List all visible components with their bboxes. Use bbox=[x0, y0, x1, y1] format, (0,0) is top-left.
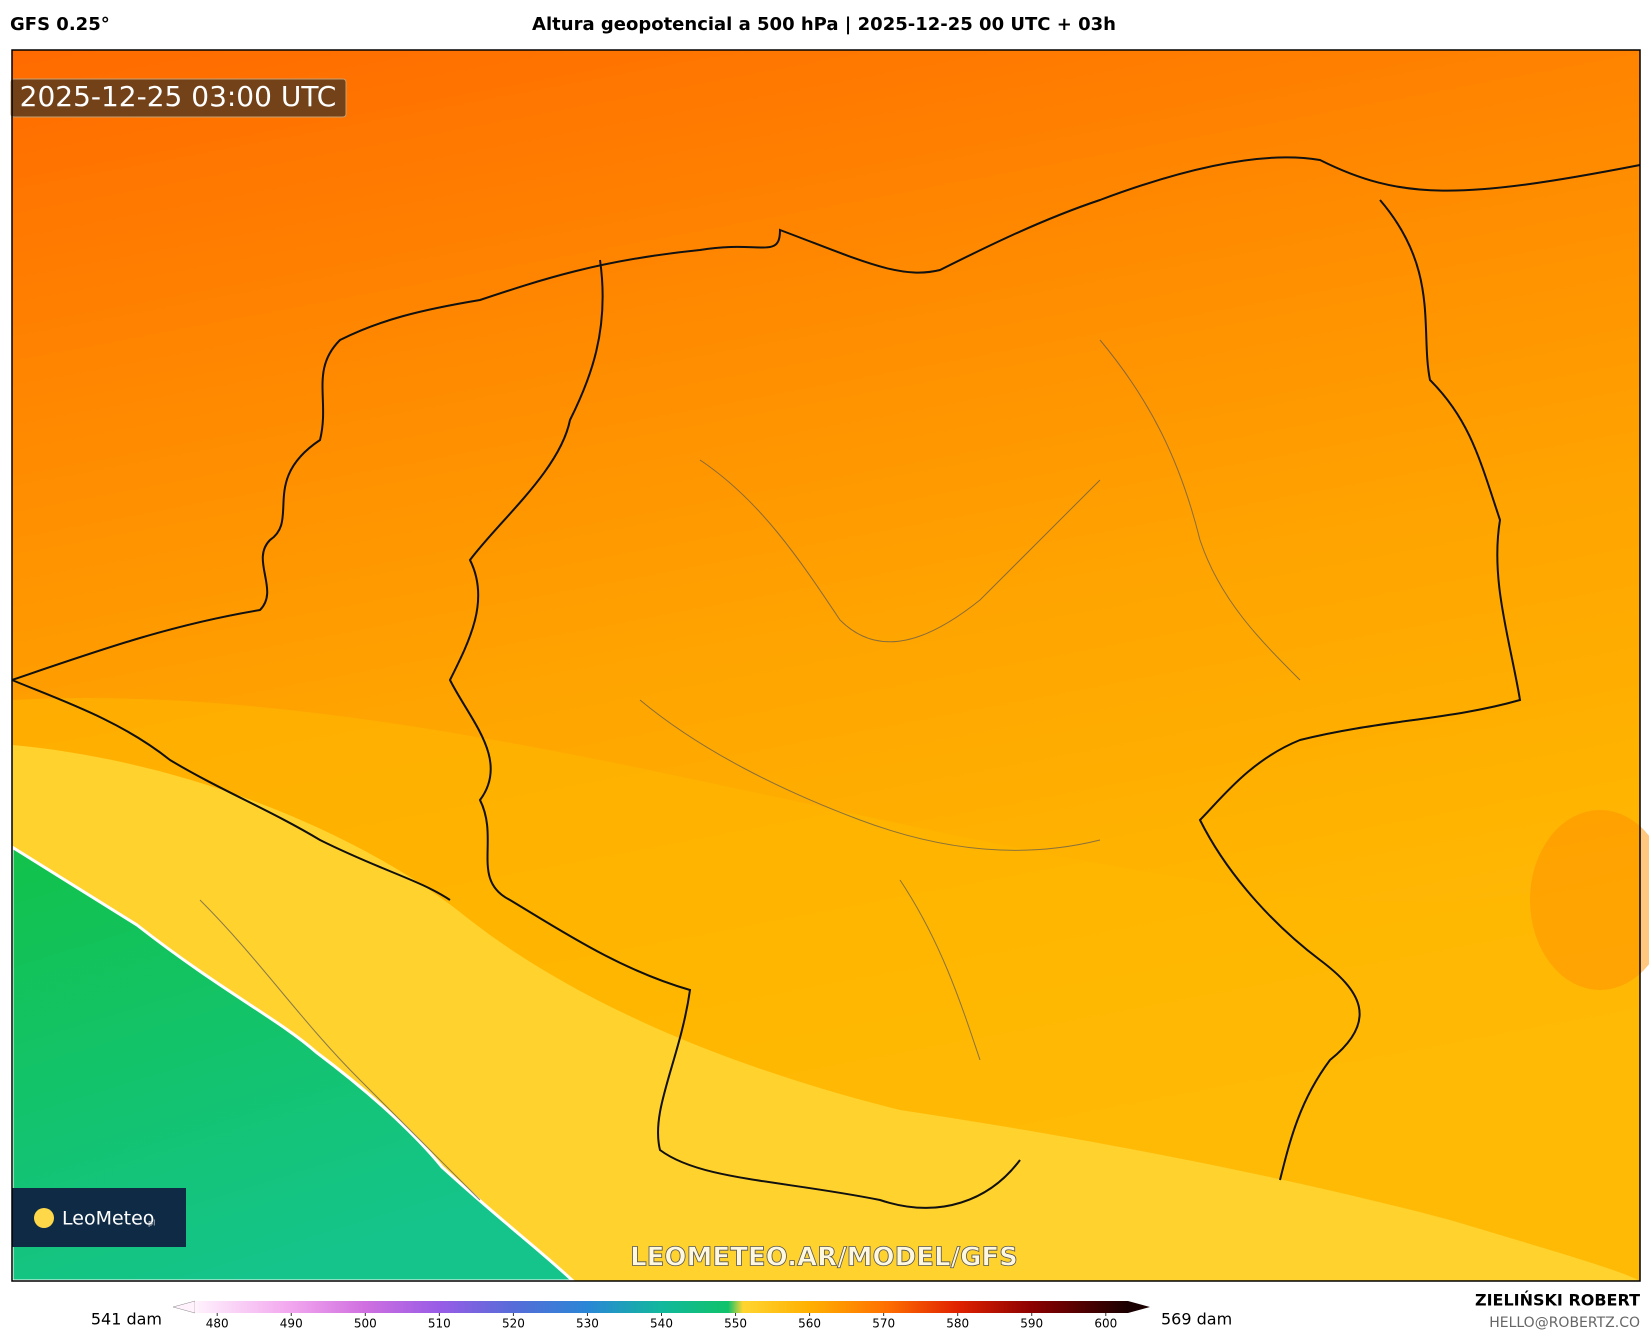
timestamp: 2025-12-25 03:00 UTC bbox=[20, 80, 337, 113]
min-label: 541 dam bbox=[91, 1310, 162, 1329]
colorbar-ramp bbox=[195, 1301, 1128, 1313]
borders bbox=[11, 156, 1641, 1209]
regions bbox=[199, 339, 1301, 1201]
colorbar-tick-label: 550 bbox=[724, 1317, 747, 1331]
colorbar-tick-label: 570 bbox=[872, 1317, 895, 1331]
colorbar-tick-label: 560 bbox=[798, 1317, 821, 1331]
colorbar-tick-label: 540 bbox=[650, 1317, 673, 1331]
colorbar-tick-label: 590 bbox=[1020, 1317, 1043, 1331]
model-name: GFS 0.25° bbox=[10, 14, 110, 35]
colorbar-tick-label: 480 bbox=[206, 1317, 229, 1331]
colorbar-tick-label: 600 bbox=[1094, 1317, 1117, 1331]
colorbar-tick-label: 490 bbox=[280, 1317, 303, 1331]
max-label: 569 dam bbox=[1161, 1310, 1232, 1329]
map: 2025-12-25 03:00 UTC LeoMeteo pl LEOMETE… bbox=[10, 49, 1649, 1283]
map-frame bbox=[11, 49, 1641, 1282]
timestamp-box bbox=[10, 78, 347, 118]
colorbar-high-arrow bbox=[1128, 1301, 1150, 1313]
logo-text: LeoMeteo bbox=[62, 1208, 154, 1230]
author: ZIELIŃSKI ROBERT bbox=[1475, 1291, 1640, 1310]
band-540 bbox=[10, 844, 577, 1283]
map-title: Altura geopotencial a 500 hPa | 2025-12-… bbox=[532, 14, 1116, 35]
watermark: LEOMETEO.AR/MODEL/GFS bbox=[630, 1243, 1018, 1273]
colorbar-tick-label: 520 bbox=[502, 1317, 525, 1331]
logo-sun bbox=[34, 1208, 54, 1228]
logo-suffix: pl bbox=[148, 1219, 155, 1228]
colorbar-tick-label: 580 bbox=[946, 1317, 969, 1331]
colorbar-tick-label: 530 bbox=[576, 1317, 599, 1331]
colorbar-low-arrow bbox=[172, 1300, 196, 1314]
band-570 bbox=[1530, 810, 1649, 990]
email: HELLO@ROBERTZ.CO bbox=[1489, 1315, 1640, 1331]
colorbar: 541 dam 569 dam 480 490 500 510 520 530 540 550… bbox=[91, 1300, 1232, 1331]
colorbar-tick-label: 500 bbox=[354, 1317, 377, 1331]
colorbar-tick-label: 510 bbox=[428, 1317, 451, 1331]
